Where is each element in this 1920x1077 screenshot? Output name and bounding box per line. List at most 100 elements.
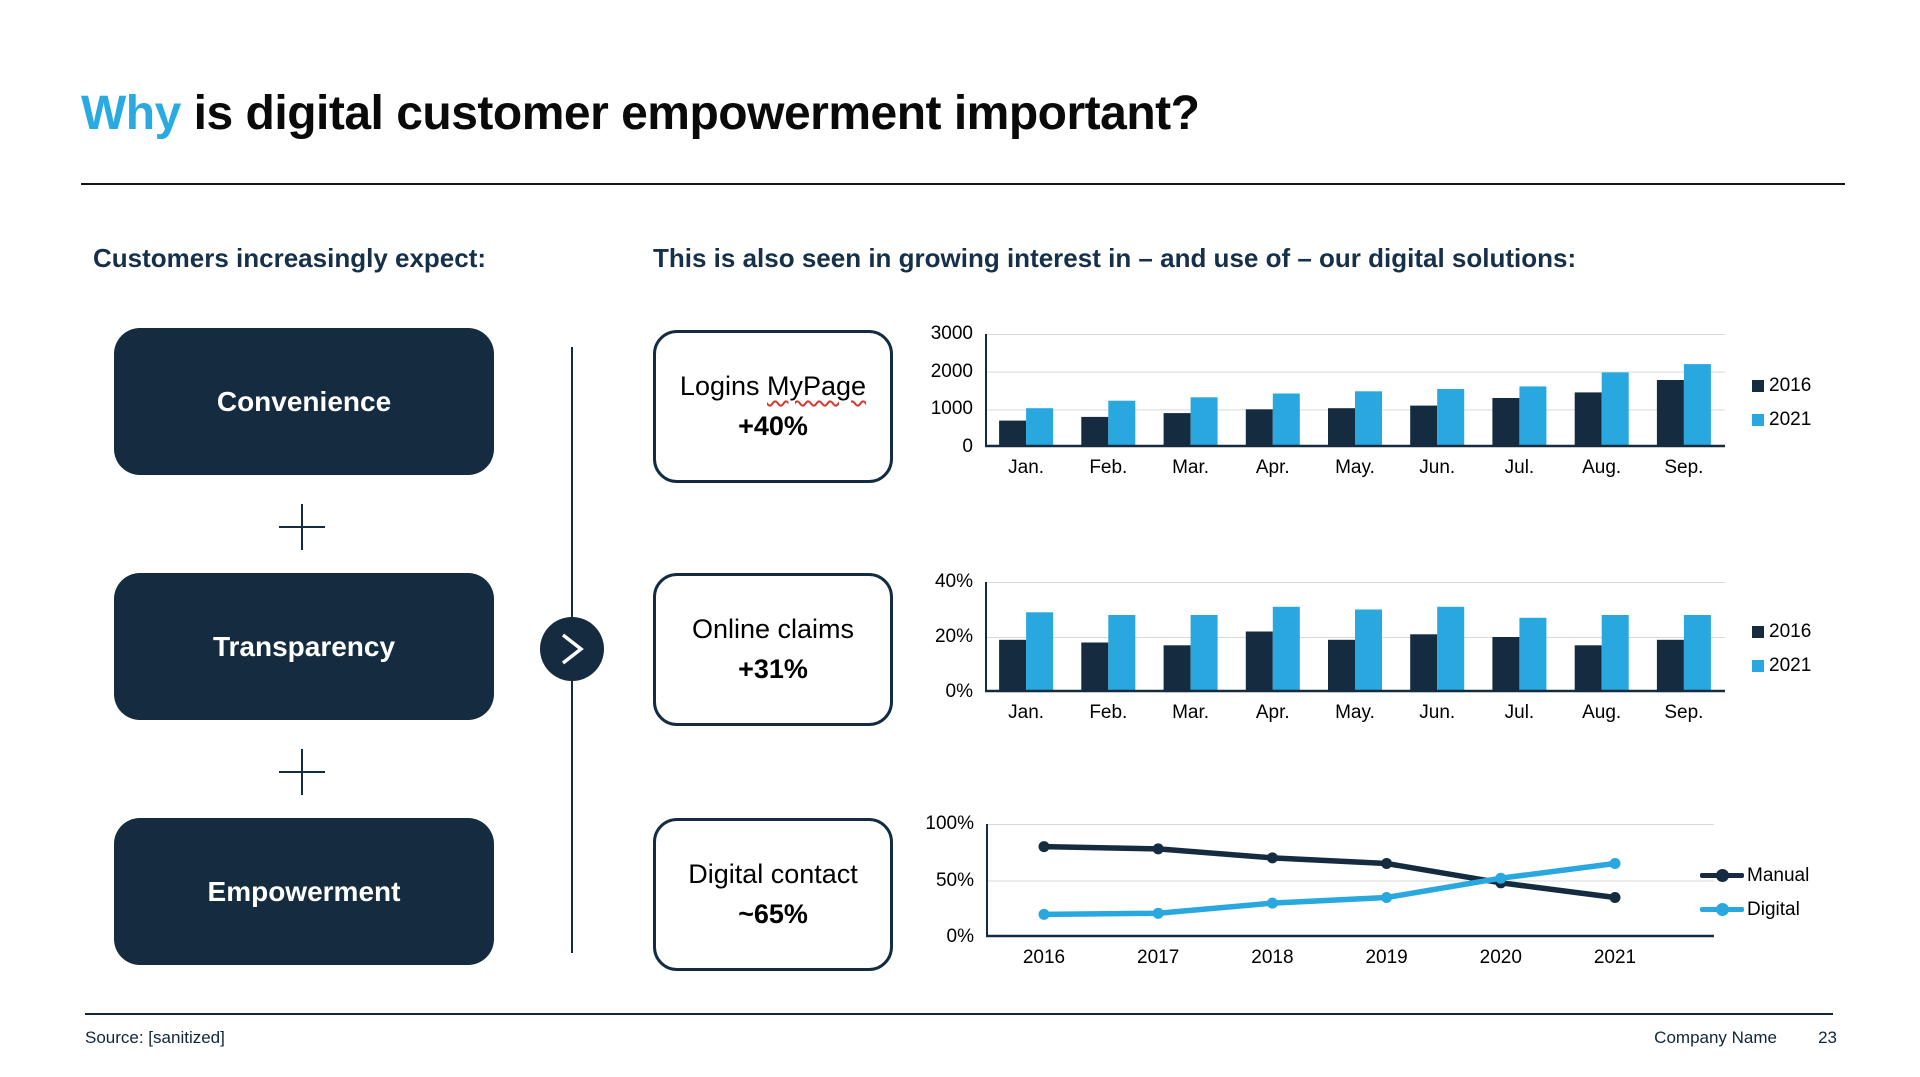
- x-axis-tick-label: 2017: [1137, 947, 1180, 968]
- data-point-Manual: [1152, 843, 1164, 855]
- bar-2016: [1492, 398, 1520, 447]
- legend-swatch-icon: [1752, 659, 1764, 672]
- y-axis-tick-label: 40%: [934, 571, 973, 592]
- metric-box-logins-mypage: Logins MyPage +40%: [653, 330, 893, 483]
- x-axis-tick-label: Jun.: [1419, 702, 1456, 723]
- x-axis-tick-label: 2019: [1365, 947, 1408, 968]
- x-axis-tick-label: Sep.: [1664, 457, 1704, 478]
- footer-rule: [85, 1013, 1833, 1015]
- expectation-box-label: Empowerment: [207, 875, 401, 907]
- metric-value: +40%: [738, 411, 808, 441]
- y-axis-tick-label: 50%: [935, 869, 974, 891]
- bar-2021: [1355, 391, 1382, 447]
- plot-area: [985, 582, 1725, 693]
- metric-box-online-claims: Online claims +31%: [653, 573, 893, 726]
- company-name: Company Name: [1654, 1028, 1777, 1047]
- expectation-box-label: Transparency: [212, 630, 396, 662]
- metric-box-label: Logins MyPage: [680, 371, 866, 402]
- y-axis-tick-label: 0: [962, 436, 973, 457]
- x-axis-tick-label: Feb.: [1089, 702, 1128, 723]
- bar-2016: [1574, 645, 1602, 693]
- bar-2016: [1245, 409, 1273, 447]
- bar-2016: [1081, 416, 1109, 447]
- digital-contact-line-chart: 0% 50% 100% 2016 2017 2018 2019 2020 2021: [925, 813, 1714, 968]
- legend-line-marker-icon: [1700, 898, 1744, 921]
- legend-item-2016: 2016: [1752, 374, 1811, 397]
- metric-value: ~65%: [738, 899, 808, 929]
- data-point-Digital: [1266, 897, 1278, 909]
- x-axis-tick-label: Jan.: [1008, 702, 1045, 723]
- data-point-Digital: [1609, 858, 1621, 869]
- bar-2016: [1328, 639, 1355, 693]
- y-axis-tick-label: 1000: [930, 398, 973, 420]
- data-point-Digital: [1152, 907, 1164, 919]
- bar-2021: [1026, 408, 1054, 447]
- metric-box-label: Digital contact: [688, 859, 858, 889]
- bar-2016: [1245, 631, 1273, 692]
- bar-2016: [1410, 405, 1438, 447]
- legend-item-2016: 2016: [1752, 620, 1811, 643]
- arrow-circle: [540, 617, 604, 681]
- x-axis-tick-label: 2016: [1022, 947, 1066, 968]
- title-underline-rule: [81, 183, 1845, 185]
- x-axis-tick-label: May.: [1335, 457, 1375, 478]
- bar-2021: [1519, 617, 1547, 693]
- x-axis-tick-label: 2018: [1251, 947, 1294, 968]
- data-point-Manual: [1609, 892, 1621, 903]
- bar-2021: [1437, 606, 1465, 693]
- source-note: Source: [sanitized]: [85, 1028, 225, 1047]
- line-series-Manual: [1041, 843, 1618, 901]
- metric-box-label: Online claims: [691, 614, 855, 644]
- bar-2021: [1272, 606, 1300, 693]
- x-axis-tick-label: Sep.: [1664, 702, 1704, 723]
- y-axis-tick-label: 0%: [945, 681, 973, 702]
- legend-label: 2016: [1769, 620, 1812, 642]
- right-column-heading: This is also seen in growing interest in…: [653, 243, 1577, 273]
- bar-2021: [1683, 364, 1711, 447]
- bar-2021: [1601, 615, 1629, 692]
- metric-value: +31%: [738, 654, 808, 684]
- bar-2021: [1026, 612, 1054, 693]
- y-axis-tick-label: 20%: [934, 626, 973, 647]
- x-axis-tick-label: Feb.: [1089, 457, 1128, 478]
- legend-item-Digital: Digital: [1700, 898, 1809, 921]
- bar-2016: [1163, 413, 1191, 447]
- bar-2016: [1081, 642, 1109, 692]
- logins-mypage-bar-chart: 0 1000 2000 3000 Jan. Feb. Mar. Apr. May. Jun. Jul…: [931, 323, 1725, 478]
- y-axis-tick-label: 2000: [930, 360, 973, 382]
- data-point-Manual: [1038, 841, 1050, 853]
- legend-label: Digital: [1747, 898, 1800, 920]
- plus-icon: [279, 749, 325, 795]
- legend-label: 2021: [1769, 654, 1812, 676]
- legend-item-2021: 2021: [1752, 654, 1811, 677]
- expectation-box-transparency: Transparency: [114, 573, 494, 720]
- metric-box-digital-contact: Digital contact ~65%: [653, 818, 893, 971]
- bar-2021: [1437, 389, 1465, 447]
- data-point-Digital: [1038, 908, 1050, 920]
- bar-2016: [999, 420, 1027, 447]
- title-highlight: Why: [81, 87, 181, 140]
- expectation-box-label: Convenience: [216, 385, 392, 417]
- bar-2021: [1272, 393, 1300, 447]
- bar-2016: [1574, 392, 1602, 447]
- x-axis-tick-label: Aug.: [1582, 457, 1622, 478]
- x-axis-tick-label: Jul.: [1504, 702, 1535, 723]
- legend-item-2021: 2021: [1752, 408, 1811, 431]
- bar-2016: [1656, 380, 1684, 447]
- legend-swatch-icon: [1752, 413, 1764, 426]
- x-axis-tick-label: Jan.: [1008, 457, 1045, 478]
- x-axis-tick-label: Mar.: [1172, 457, 1210, 478]
- bar-2021: [1108, 400, 1136, 447]
- x-axis-tick-label: Jul.: [1504, 457, 1535, 478]
- legend-swatch-icon: [1752, 625, 1764, 638]
- bar-2021: [1683, 615, 1711, 692]
- legend-line-dot: [1716, 869, 1729, 882]
- x-axis-tick-label: Mar.: [1172, 702, 1210, 723]
- bar-2016: [1656, 639, 1684, 693]
- data-point-Digital: [1495, 872, 1507, 884]
- bar-2016: [1492, 637, 1520, 692]
- data-point-Manual: [1381, 858, 1393, 869]
- bar-2021: [1190, 615, 1218, 692]
- expectation-box-convenience: Convenience: [114, 328, 494, 475]
- claims-chart-legend: 2016 2021: [1752, 620, 1811, 677]
